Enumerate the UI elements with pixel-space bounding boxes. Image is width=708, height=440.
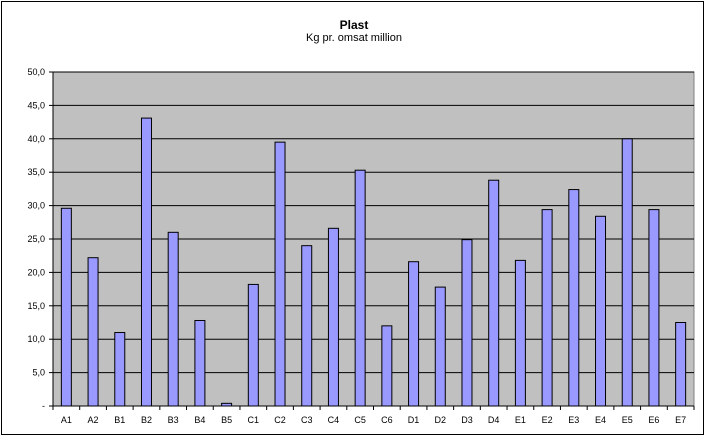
x-tick-label: B1 (114, 415, 125, 425)
y-tick-label: 30,0 (27, 201, 45, 211)
y-tick-label: 50,0 (27, 67, 45, 77)
x-tick-label: B4 (194, 415, 205, 425)
bar-c1 (247, 283, 259, 407)
bar-e2 (541, 209, 553, 407)
x-tick-label: C4 (328, 415, 340, 425)
x-tick-label: C3 (301, 415, 313, 425)
x-tick-label: E1 (515, 415, 526, 425)
bar-d3 (461, 239, 473, 407)
x-tick-label: B5 (221, 415, 232, 425)
y-tick-label: 40,0 (27, 134, 45, 144)
y-tick-label: 20,0 (27, 267, 45, 277)
x-tick-label: B3 (168, 415, 179, 425)
y-tick-labels: - 5,0 10,0 15,0 20,0 25,0 30,0 35,0 40,0 45,0 50,0 (27, 67, 45, 411)
chart-subtitle: Kg pr. omsat million (306, 32, 402, 44)
y-tick-label: 5,0 (32, 368, 45, 378)
bar-c3 (301, 245, 313, 407)
x-tick-label: A1 (61, 415, 72, 425)
bar-c4 (327, 227, 339, 407)
bar-b3 (167, 231, 179, 407)
bar-b1 (114, 332, 126, 407)
bar-a2 (87, 257, 99, 407)
x-tick-label: A2 (88, 415, 99, 425)
bar-e3 (568, 189, 580, 407)
bar-b4 (194, 319, 206, 407)
x-tick-label: E6 (648, 415, 659, 425)
y-tick-label: 10,0 (27, 334, 45, 344)
bar-e7 (675, 322, 687, 407)
bar-e4 (595, 215, 607, 407)
y-tick-label: 15,0 (27, 301, 45, 311)
y-tick-label: 25,0 (27, 234, 45, 244)
x-tick-label: E2 (542, 415, 553, 425)
bar-d4 (488, 179, 500, 407)
x-tick-label: B2 (141, 415, 152, 425)
bars (60, 117, 687, 407)
x-tick-label: E3 (568, 415, 579, 425)
x-tick-label: D4 (488, 415, 500, 425)
x-tick-label: C6 (381, 415, 393, 425)
x-tick-label: C1 (248, 415, 260, 425)
bar-d2 (434, 286, 446, 407)
bar-a1 (60, 207, 72, 407)
x-tick-label: D1 (408, 415, 420, 425)
x-tick-label: E5 (622, 415, 633, 425)
y-tick-label: - (42, 401, 45, 411)
chart-title: Plast (339, 18, 369, 32)
bar-c5 (354, 169, 366, 407)
x-tick-label: C5 (354, 415, 366, 425)
bar-c6 (381, 325, 393, 407)
axes (49, 71, 695, 410)
bar-c2 (274, 141, 286, 407)
x-tick-label: E4 (595, 415, 606, 425)
y-tick-label: 35,0 (27, 167, 45, 177)
y-tick-label: 45,0 (27, 100, 45, 110)
x-tick-label: E7 (675, 415, 686, 425)
x-tick-labels: A1 A2 B1 B2 B3 B4 B5 C1 C2 C3 C4 C5 C6 D1 D2 D3 D4 E1 E2 E3… (61, 415, 686, 425)
bar-e5 (621, 138, 633, 407)
bar-e1 (514, 259, 526, 407)
gridlines (53, 71, 694, 374)
x-tick-label: D3 (461, 415, 473, 425)
bar-d1 (408, 261, 420, 407)
x-tick-label: C2 (274, 415, 286, 425)
bar-e6 (648, 209, 660, 407)
x-tick-label: D2 (435, 415, 447, 425)
bar-b2 (140, 117, 152, 407)
